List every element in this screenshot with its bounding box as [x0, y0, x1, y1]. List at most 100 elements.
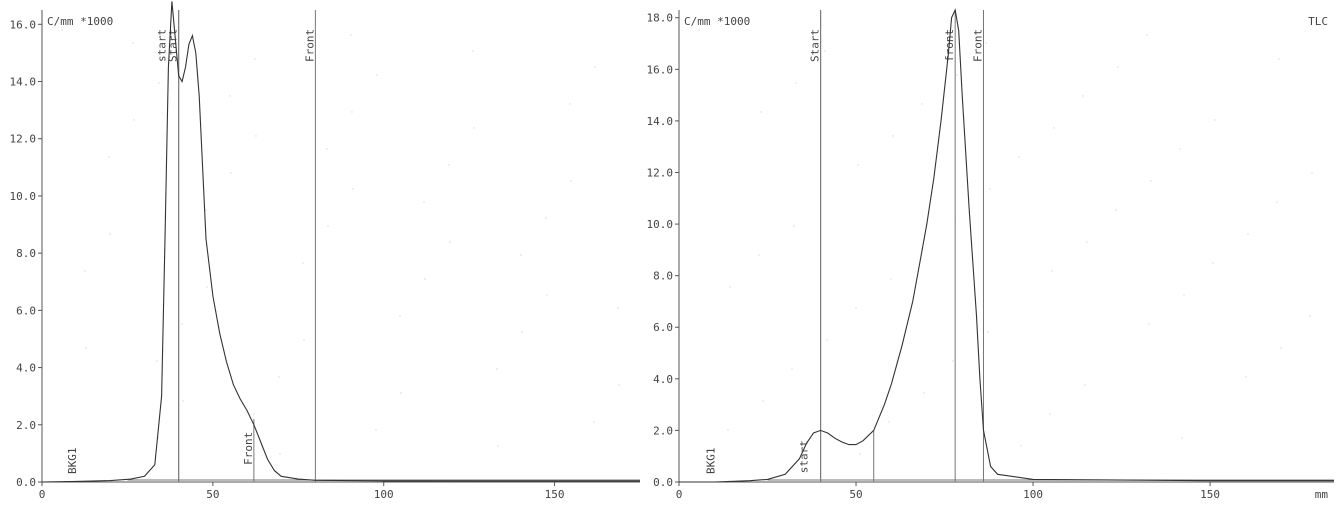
noise-dot [1086, 241, 1088, 243]
marker-label: start [156, 29, 169, 62]
y-tick-label: 4.0 [16, 362, 36, 375]
noise-dot [254, 58, 256, 60]
noise-dot [496, 368, 498, 370]
noise-dot [989, 188, 991, 190]
noise-dot [255, 135, 257, 137]
noise-dot [1117, 66, 1119, 68]
x-tick-label: 150 [1200, 488, 1220, 501]
noise-dot [206, 286, 208, 288]
noise-dot [352, 188, 354, 190]
noise-dot [1179, 148, 1181, 150]
y-tick-label: 12.0 [10, 133, 37, 146]
noise-dot [350, 34, 352, 36]
noise-dot [1278, 58, 1280, 60]
x-tick-label: 100 [374, 488, 394, 501]
y-tick-label: 12.0 [647, 166, 674, 179]
marker-label: front [943, 29, 956, 62]
noise-dot [618, 384, 620, 386]
noise-dot [1276, 201, 1278, 203]
x-tick-label: 50 [206, 488, 219, 501]
noise-dot [156, 360, 158, 362]
marker-label: Front [242, 432, 255, 465]
marker-label: Front [303, 29, 316, 62]
y-axis-label: C/mm *1000 [684, 15, 750, 28]
noise-dot [303, 339, 305, 341]
noise-dot [1181, 437, 1183, 439]
y-tick-label: 14.0 [647, 115, 674, 128]
y-tick-label: 10.0 [647, 218, 674, 231]
noise-dot [326, 148, 328, 150]
y-axis-label: C/mm *1000 [47, 15, 113, 28]
y-tick-label: 0.0 [653, 476, 673, 489]
x-tick-label: 100 [1023, 488, 1043, 501]
bkg-label: BKG1 [66, 448, 79, 475]
noise-dot [497, 445, 499, 447]
noise-dot [61, 29, 63, 31]
noise-dot [987, 331, 989, 333]
noise-dot [791, 368, 793, 370]
noise-dot [1084, 384, 1086, 386]
noise-dot [698, 29, 700, 31]
noise-dot [85, 347, 87, 349]
noise-dot [762, 400, 764, 402]
noise-dot [824, 50, 826, 52]
noise-dot [84, 270, 86, 272]
y-tick-label: 16.0 [10, 18, 37, 31]
noise-dot [205, 209, 207, 211]
noise-dot [857, 164, 859, 166]
noise-dot [1053, 127, 1055, 129]
noise-dot [108, 156, 110, 158]
noise-dot [570, 180, 572, 182]
y-tick-label: 16.0 [647, 63, 674, 76]
noise-dot [1150, 180, 1152, 182]
noise-dot [888, 421, 890, 423]
noise-dot [855, 307, 857, 309]
noise-dot [158, 82, 160, 84]
x-tick-label: 0 [676, 488, 683, 501]
noise-dot [545, 217, 547, 219]
x-tick-label: 0 [39, 488, 46, 501]
noise-dot [892, 135, 894, 137]
noise-dot [1020, 445, 1022, 447]
noise-dot [956, 74, 958, 76]
noise-dot [826, 339, 828, 341]
noise-dot [181, 323, 183, 325]
noise-dot [593, 421, 595, 423]
chart-1: 0.0 2.0 4.0 6.0 8.0 10.0 12.0 14.0 16.0 0 50 100 150… [10, 1, 640, 501]
noise-dot [521, 331, 523, 333]
marker-label: start [798, 440, 811, 473]
noise-dot [758, 254, 760, 256]
marker-label: Start [809, 29, 822, 62]
noise-dot [424, 278, 426, 280]
bkg-label: BKG1 [704, 448, 717, 475]
noise-dot [1212, 262, 1214, 264]
y-tick-label: 6.0 [16, 304, 36, 317]
chart-2: 0.0 2.0 4.0 6.0 8.0 10.0 12.0 14.0 16.0 18.0 0 50 10… [647, 8, 1334, 501]
y-tick-label: 18.0 [647, 12, 674, 25]
noise-dot [1148, 323, 1150, 325]
noise-dot [793, 225, 795, 227]
y-tick-label: 8.0 [16, 247, 36, 260]
noise-dot [727, 429, 729, 431]
noise-dot [1115, 209, 1117, 211]
noise-dot [375, 429, 377, 431]
noise-dot [1245, 376, 1247, 378]
noise-dot [109, 233, 111, 235]
x-tick-label: 150 [545, 488, 565, 501]
noise-dot [985, 42, 987, 44]
noise-dot [472, 50, 474, 52]
y-tick-label: 0.0 [16, 476, 36, 489]
noise-dot [594, 66, 596, 68]
corner-label: TLC [1308, 15, 1328, 28]
marker-label: Front [971, 29, 984, 62]
noise-dot [473, 127, 475, 129]
noise-dot [1311, 172, 1313, 174]
noise-dot [923, 392, 925, 394]
noise-dot [132, 42, 134, 44]
noise-dot [760, 111, 762, 113]
noise-dot [520, 254, 522, 256]
noise-dot [1049, 413, 1051, 415]
y-tick-label: 6.0 [653, 321, 673, 334]
noise-dot [1183, 294, 1185, 296]
noise-dot [1280, 347, 1282, 349]
